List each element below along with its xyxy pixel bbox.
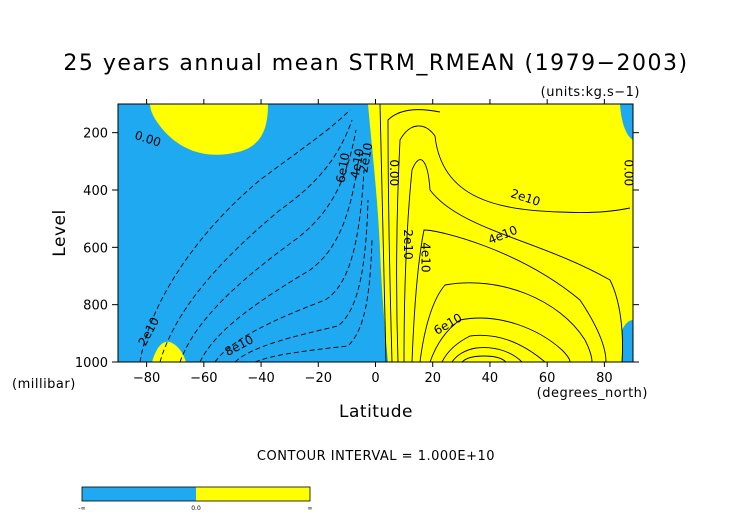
y-tick-label: 400 (83, 184, 108, 199)
x-tick-label: 80 (596, 371, 613, 386)
negative-blob-right-bottom (622, 320, 633, 362)
y-axis-units: (millibar) (12, 377, 76, 392)
contour-label: 2e10 (401, 229, 415, 259)
colorbar-negative (82, 487, 196, 501)
x-tick-label: 0 (371, 371, 379, 386)
colorbar-label-zero: 0.0 (191, 505, 201, 512)
y-tick-label: 800 (83, 299, 108, 314)
y-axis: 200 400 600 800 1000 (75, 127, 639, 371)
colorbar-label-max: ∞ (308, 505, 313, 512)
x-axis-units: (degrees_north) (537, 386, 648, 401)
x-tick-label: 20 (424, 371, 441, 386)
plot-area (118, 104, 633, 362)
chart-title: 25 years annual mean STRM_RMEAN (1979−20… (63, 51, 688, 76)
y-axis-label: Level (50, 209, 70, 256)
negative-contours (139, 109, 373, 362)
contour-label: 6e10 (333, 152, 352, 184)
y-tick-label: 200 (83, 127, 108, 142)
x-tick-label: 40 (482, 371, 499, 386)
x-tick-label: −20 (305, 371, 332, 386)
x-tick-label: −60 (190, 371, 217, 386)
contour-label: 2e10 (356, 142, 375, 174)
x-axis-label: Latitude (339, 402, 413, 422)
y-tick-label: 600 (83, 241, 108, 256)
x-tick-label: −40 (247, 371, 274, 386)
negative-blob-right-top (620, 104, 633, 140)
contour-label: 0.00 (387, 159, 401, 186)
positive-contours (379, 104, 631, 362)
x-tick-label: −80 (133, 371, 160, 386)
y-tick-label: 1000 (75, 356, 108, 371)
positive-blob-top-left (150, 104, 268, 155)
contour-label: 4e10 (418, 242, 432, 272)
contour-interval: CONTOUR INTERVAL = 1.000E+10 (257, 449, 495, 464)
colorbar-positive (196, 487, 310, 501)
x-tick-label: 60 (539, 371, 556, 386)
contour-label: 0.00 (621, 159, 635, 186)
colorbar: -∞ 0.0 ∞ (78, 486, 313, 512)
chart-units: (units:kg.s−1) (541, 85, 640, 100)
x-axis: −80 −60 −40 −20 0 20 40 60 80 (133, 99, 613, 386)
positive-blob-bottom-left (152, 341, 186, 362)
colorbar-frame (81, 486, 311, 502)
colorbar-label-min: -∞ (78, 505, 85, 512)
contour-label: 4e10 (348, 147, 367, 179)
